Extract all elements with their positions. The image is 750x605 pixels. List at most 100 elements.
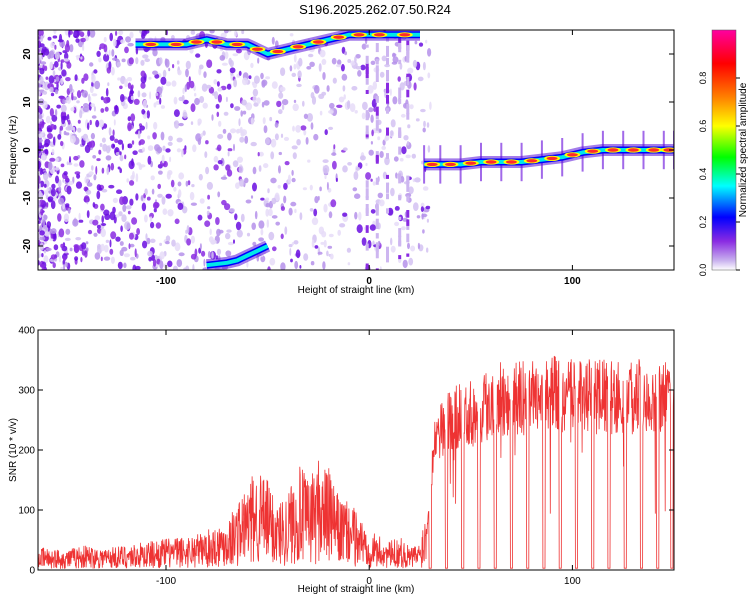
spectrogram-noise-speck bbox=[402, 259, 408, 269]
spectrogram-x-tick-label: -100 bbox=[156, 276, 176, 287]
spectrogram-noise-speck bbox=[190, 121, 194, 125]
spectrogram-noise-speck bbox=[55, 166, 60, 171]
spectrogram-noise-speck bbox=[77, 119, 81, 124]
spectrogram-noise-speck bbox=[220, 176, 228, 180]
spectrogram-noise-speck bbox=[425, 39, 428, 44]
spectrogram-noise-speck bbox=[71, 92, 74, 101]
spectrogram-noise-speck bbox=[62, 179, 65, 183]
spectrogram-noise-speck bbox=[339, 223, 346, 228]
spectrogram-noise-speck bbox=[278, 165, 281, 174]
spectrogram-noise-speck bbox=[317, 195, 320, 201]
spectrogram-noise-speck bbox=[283, 195, 287, 204]
spectrogram-noise-speck bbox=[82, 106, 89, 113]
spectrogram-streak bbox=[386, 254, 389, 263]
spectrogram-noise-speck bbox=[129, 90, 135, 95]
spectrogram-noise-speck bbox=[102, 143, 108, 152]
spectrogram-noise-speck bbox=[43, 255, 49, 264]
spectrogram-noise-speck bbox=[121, 143, 124, 151]
spectrogram-upper-trace-peak-core bbox=[252, 47, 263, 51]
spectrogram-noise-speck bbox=[63, 263, 66, 270]
spectrogram-noise-speck bbox=[357, 70, 362, 77]
spectrogram-noise-speck bbox=[86, 182, 93, 187]
spectrogram-noise-speck bbox=[112, 197, 118, 204]
spectrogram-noise-speck bbox=[327, 245, 333, 249]
spectrogram-noise-speck bbox=[217, 94, 222, 103]
spectrogram-noise-speck bbox=[63, 171, 68, 176]
spectrogram-noise-speck bbox=[295, 249, 301, 259]
spectrogram-noise-speck bbox=[127, 82, 132, 89]
spectrogram-noise-speck bbox=[42, 131, 46, 140]
spectrogram-noise-speck bbox=[260, 197, 265, 201]
spectrogram-noise-speck bbox=[263, 100, 270, 106]
spectrogram-noise-speck bbox=[89, 119, 92, 126]
spectrogram-noise-speck bbox=[216, 111, 220, 118]
spectrogram-noise-speck bbox=[124, 154, 127, 160]
spectrogram-noise-speck bbox=[291, 169, 294, 176]
spectrogram-noise-speck bbox=[289, 248, 292, 256]
spectrogram-noise-speck bbox=[52, 35, 58, 39]
spectrogram-noise-speck bbox=[294, 208, 297, 214]
spectrogram-noise-speck bbox=[291, 242, 295, 246]
spectrogram-noise-speck bbox=[83, 73, 89, 81]
spectrogram-noise-speck bbox=[137, 90, 141, 98]
spectrogram-streak bbox=[365, 225, 369, 233]
spectrogram-noise-speck bbox=[204, 220, 211, 227]
spectrogram-noise-speck bbox=[53, 30, 57, 34]
spectrogram-noise-speck bbox=[311, 217, 319, 226]
spectrogram-streak bbox=[398, 255, 402, 260]
spectrogram-noise-speck bbox=[176, 148, 181, 153]
spectrogram-noise-speck bbox=[370, 114, 374, 124]
spectrogram-noise-speck bbox=[426, 218, 429, 223]
snr-y-tick-label: 200 bbox=[18, 446, 35, 457]
spectrogram-noise-speck bbox=[216, 81, 220, 87]
spectrogram-noise-speck bbox=[287, 174, 291, 184]
spectrogram-noise-speck bbox=[272, 246, 277, 252]
spectrogram-noise-speck bbox=[408, 186, 414, 195]
spectrogram-noise-speck bbox=[49, 157, 56, 162]
spectrogram-noise-speck bbox=[38, 114, 43, 120]
spectrogram-noise-speck bbox=[283, 182, 288, 190]
spectrogram-noise-speck bbox=[52, 262, 56, 269]
spectrogram-noise-speck bbox=[291, 72, 297, 77]
spectrogram-noise-speck bbox=[408, 257, 414, 266]
spectrogram-noise-speck bbox=[311, 239, 315, 248]
spectrogram-noise-speck bbox=[299, 212, 303, 221]
spectrogram-noise-speck bbox=[401, 226, 406, 231]
spectrogram-noise-speck bbox=[150, 221, 155, 229]
spectrogram-noise-speck bbox=[265, 208, 270, 217]
spectrogram-streak bbox=[386, 174, 389, 179]
spectrogram-noise-speck bbox=[215, 217, 220, 225]
spectrogram-noise-speck bbox=[131, 217, 138, 225]
spectrogram-noise-speck bbox=[400, 176, 405, 183]
spectrogram-noise-speck bbox=[38, 138, 43, 143]
spectrogram-noise-speck bbox=[144, 214, 148, 223]
spectrogram-noise-speck bbox=[38, 91, 41, 97]
spectrogram-noise-speck bbox=[45, 247, 52, 252]
snr-x-tick-label: -100 bbox=[156, 576, 176, 587]
spectrogram-noise-speck bbox=[361, 112, 366, 120]
spectrogram-noise-speck bbox=[176, 137, 183, 143]
spectrogram-noise-speck bbox=[93, 69, 98, 74]
spectrogram-noise-speck bbox=[227, 30, 232, 33]
spectrogram-noise-speck bbox=[150, 238, 156, 243]
spectrogram-noise-speck bbox=[55, 157, 59, 162]
spectrogram-noise-speck bbox=[200, 133, 204, 138]
colorbar-tick-label: 0.0 bbox=[698, 264, 708, 277]
spectrogram-noise-speck bbox=[112, 57, 118, 61]
spectrogram-streak bbox=[386, 127, 389, 136]
spectrogram-carrier-trace-peak-core bbox=[648, 148, 660, 152]
spectrogram-noise-speck bbox=[59, 125, 64, 131]
spectrogram-streak bbox=[406, 195, 410, 202]
spectrogram-streak bbox=[375, 96, 379, 102]
spectrogram-noise-speck bbox=[321, 231, 327, 238]
spectrogram-noise-speck bbox=[66, 161, 69, 166]
spectrogram-noise-speck bbox=[166, 171, 171, 180]
spectrogram-noise-speck bbox=[109, 239, 112, 248]
spectrogram-noise-speck bbox=[331, 57, 337, 65]
spectrogram-noise-speck bbox=[101, 137, 106, 143]
spectrogram-streak bbox=[406, 233, 410, 243]
spectrogram-noise-speck bbox=[148, 256, 152, 262]
spectrogram-noise-speck bbox=[314, 196, 319, 204]
spectrogram-noise-speck bbox=[215, 103, 220, 109]
